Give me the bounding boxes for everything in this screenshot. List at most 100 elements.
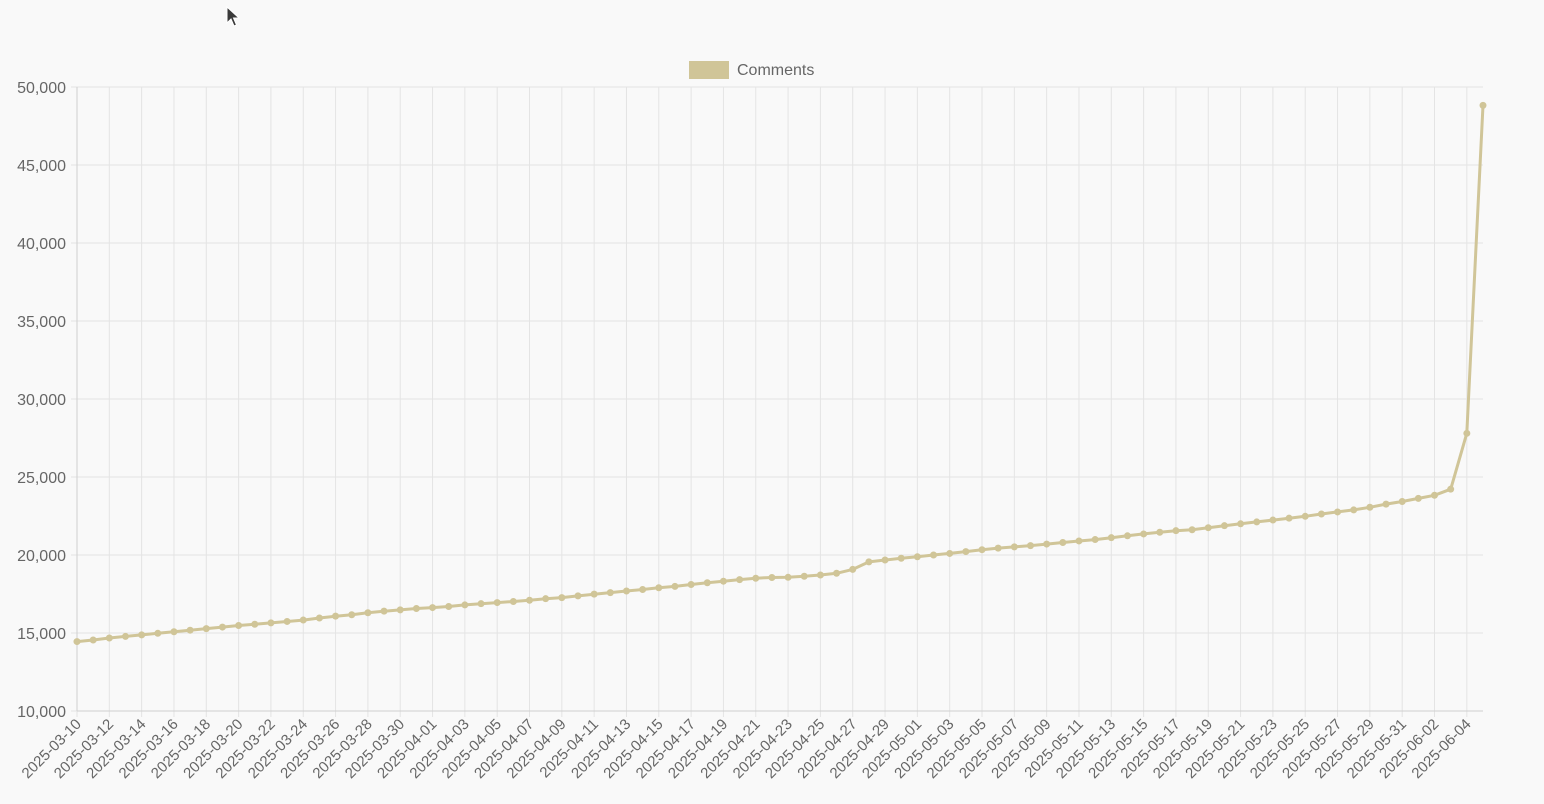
data-point [558,594,566,602]
data-point [1123,532,1131,540]
data-point [687,580,695,588]
data-point [1220,522,1228,530]
y-tick-label: 15,000 [17,626,66,643]
data-point [477,600,485,608]
data-point [170,628,178,636]
y-tick-label: 20,000 [17,548,66,565]
data-point [348,611,356,619]
data-point [1237,520,1245,528]
data-point [218,623,226,631]
data-point [752,574,760,582]
data-point [1091,536,1099,544]
y-tick-label: 35,000 [17,314,66,331]
data-point [800,572,808,580]
data-point [1366,503,1374,511]
data-point [267,619,275,627]
y-tick-label: 25,000 [17,470,66,487]
data-point [1447,485,1455,493]
data-point [461,601,469,609]
data-point [412,605,420,613]
data-point [1269,516,1277,524]
data-point [978,546,986,554]
data-point [445,602,453,610]
data-point [364,609,372,617]
data-point [655,584,663,592]
data-point [283,617,291,625]
data-point [1026,542,1034,550]
y-tick-label: 30,000 [17,392,66,409]
data-point [784,573,792,581]
data-point [574,592,582,600]
data-point [881,556,889,564]
data-point [299,616,307,624]
data-point [1301,512,1309,520]
data-point [590,590,598,598]
data-point [121,632,129,640]
data-point [542,595,550,603]
data-point [622,587,630,595]
data-point [703,579,711,587]
data-point [816,571,824,579]
data-point [1431,491,1439,499]
data-point [1188,526,1196,534]
data-point [509,597,517,605]
data-point [1043,540,1051,548]
data-point [1414,494,1422,502]
data-point [1463,429,1471,437]
data-point [1285,514,1293,522]
data-point [1204,524,1212,532]
series-line-comments [76,105,1485,644]
data-point [73,638,81,646]
data-point [994,544,1002,552]
data-point [768,573,776,581]
data-point [1059,539,1067,547]
data-point [138,631,146,639]
data-point [1172,527,1180,535]
data-point [736,576,744,584]
data-point [380,607,388,615]
data-point [1010,543,1018,551]
data-point [1075,537,1083,545]
mouse-cursor-icon [226,6,240,27]
y-tick-label: 40,000 [17,236,66,253]
data-point [1398,497,1406,505]
y-tick-label: 50,000 [17,80,66,97]
data-point [930,551,938,559]
data-point [154,629,162,637]
data-point [639,585,647,593]
data-point [202,625,210,633]
data-point [719,577,727,585]
data-point [1350,506,1358,514]
data-point [946,549,954,557]
data-point [105,634,113,642]
data-point [332,612,340,620]
data-point [186,626,194,634]
data-point [865,558,873,566]
data-point [526,596,534,604]
data-point [606,589,614,597]
legend-label-comments: Comments [737,62,814,79]
legend-swatch-comments [689,61,729,79]
data-point [1317,510,1325,518]
y-tick-label: 10,000 [17,704,66,721]
data-point [1253,518,1261,526]
data-point [849,565,857,573]
data-point [429,604,437,612]
data-point [251,620,259,628]
data-point [1382,500,1390,508]
data-point [1334,508,1342,516]
y-tick-label: 45,000 [17,158,66,175]
data-point [962,548,970,556]
data-point [89,636,97,644]
data-point [235,622,243,630]
data-point [1107,534,1115,542]
data-point [913,553,921,561]
data-point [833,569,841,577]
data-point [1140,530,1148,538]
data-point [671,582,679,590]
data-point [1156,528,1164,536]
data-point [396,606,404,614]
data-point [493,599,501,607]
